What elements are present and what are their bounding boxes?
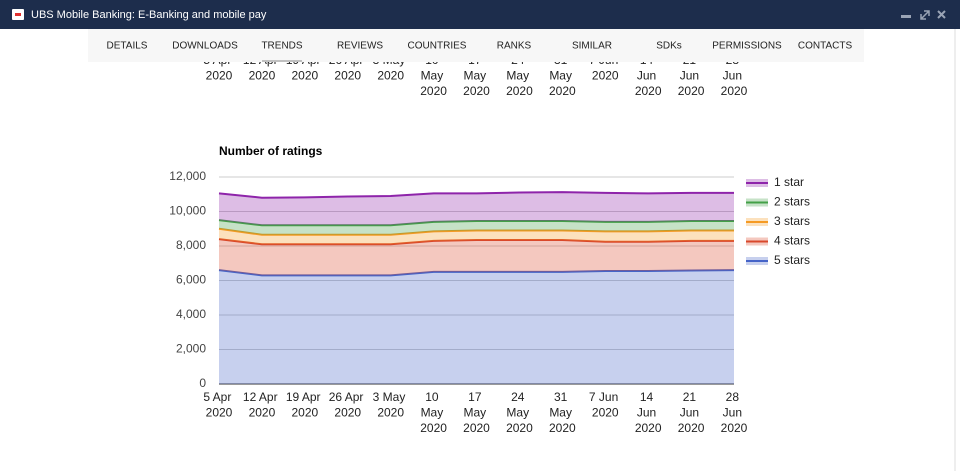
- y-tick-label: 12,000: [169, 169, 206, 183]
- x-tick-label: 5 Apr 2020: [203, 390, 234, 420]
- y-tick-label: 2,000: [176, 342, 206, 356]
- legend-label: 3 stars: [774, 214, 810, 228]
- nav-tab[interactable]: RANKS: [497, 41, 532, 52]
- nav-tab[interactable]: REVIEWS: [337, 41, 383, 52]
- nav-tab[interactable]: SIMILAR: [572, 41, 612, 52]
- nav-tab[interactable]: PERMISSIONS: [712, 41, 782, 52]
- legend-label: 2 stars: [774, 195, 810, 209]
- title-bar: [0, 0, 960, 29]
- area: [219, 192, 734, 226]
- window-title: UBS Mobile Banking: E-Banking and mobile…: [31, 9, 267, 21]
- legend-label: 1 star: [774, 175, 804, 189]
- y-tick-label: 10,000: [169, 204, 206, 218]
- nav-tab[interactable]: SDKs: [656, 41, 682, 52]
- nav-bar: [88, 29, 864, 62]
- x-tick-label: 17 May 2020: [463, 390, 490, 435]
- x-tick-label: 12 Apr 2020: [243, 390, 281, 420]
- nav-tab[interactable]: COUNTRIES: [408, 41, 467, 52]
- x-tick-label: 10 May 2020: [420, 390, 447, 435]
- y-tick-label: 0: [199, 376, 206, 390]
- area: [219, 220, 734, 235]
- x-tick-label: 21 Jun 2020: [678, 390, 705, 435]
- x-tick-label: 19 Apr 2020: [286, 390, 324, 420]
- x-tick-label: 7 Jun 2020: [589, 390, 622, 420]
- area: [219, 228, 734, 245]
- restore-button[interactable]: [920, 10, 930, 20]
- nav-tab[interactable]: DOWNLOADS: [172, 41, 238, 52]
- x-tick-label: 24 May 2020: [506, 390, 533, 435]
- legend-label: 5 stars: [774, 253, 810, 267]
- close-button[interactable]: [937, 10, 946, 19]
- y-tick-label: 4,000: [176, 307, 206, 321]
- y-tick-label: 8,000: [176, 238, 206, 252]
- series-line: [218, 191, 734, 199]
- minimize-button[interactable]: [901, 15, 911, 18]
- x-tick-label: 31 May 2020: [549, 390, 576, 435]
- app-icon-mark: [15, 13, 21, 16]
- series-line: [218, 227, 734, 236]
- series-line: [218, 269, 735, 277]
- nav-tabs: DETAILS DOWNLOADS TRENDS REVIEWS COUNTRIES RA…: [107, 41, 853, 62]
- nav-tab[interactable]: CONTACTS: [798, 41, 853, 52]
- series-line: [218, 238, 734, 246]
- area: [219, 239, 734, 276]
- area: [219, 270, 734, 384]
- x-tick-label: 28 Jun 2020: [721, 390, 748, 435]
- series-line: [218, 219, 734, 227]
- nav-tab[interactable]: DETAILS: [107, 41, 148, 52]
- x-tick-label: 3 May 2020: [373, 390, 409, 420]
- nav-tab[interactable]: TRENDS: [261, 41, 302, 52]
- y-tick-label: 6,000: [176, 273, 206, 287]
- x-tick-label: 26 Apr 2020: [329, 390, 367, 420]
- legend-label: 4 stars: [774, 234, 810, 248]
- x-tick-label: 14 Jun 2020: [635, 390, 662, 435]
- chart-title: Number of ratings: [219, 144, 323, 158]
